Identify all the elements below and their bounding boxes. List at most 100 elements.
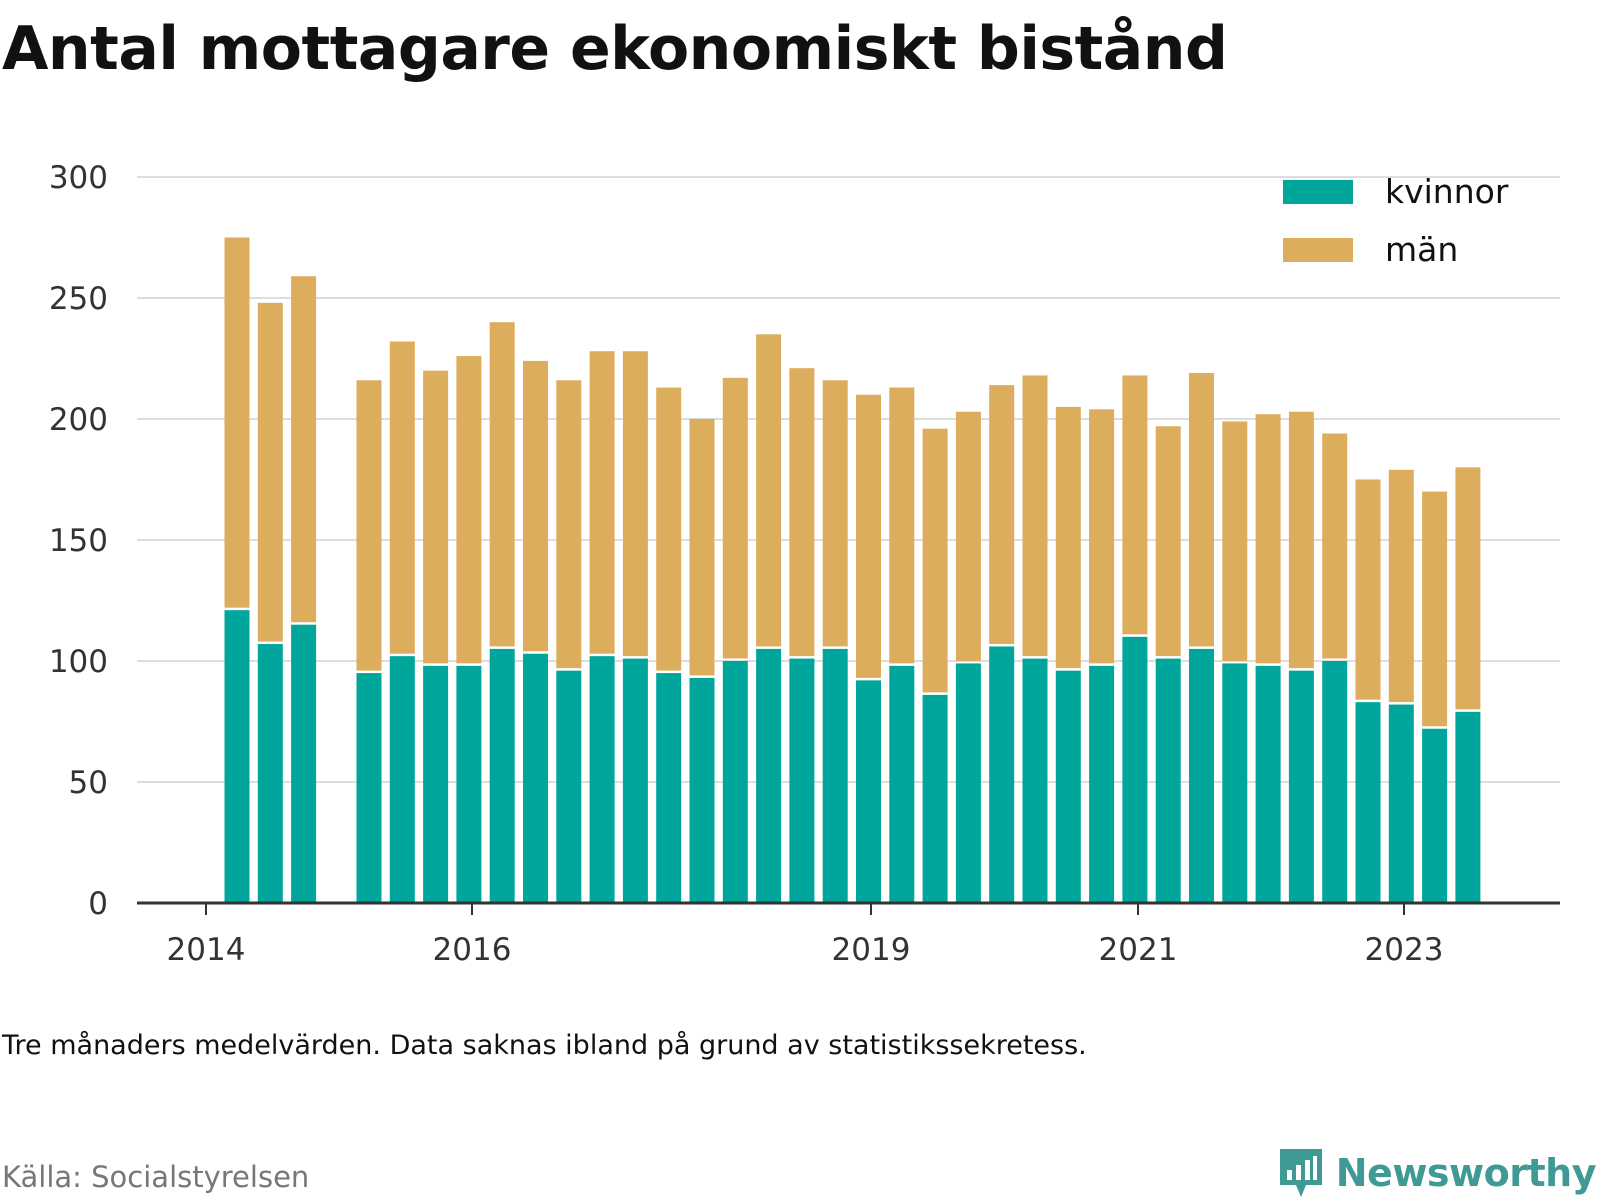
x-tick-label: 2021	[1099, 932, 1178, 968]
bar-kvinnor	[523, 653, 548, 903]
bar-man	[722, 377, 748, 659]
chart-caption: Tre månaders medelvärden. Data saknas ib…	[2, 1030, 1087, 1061]
stacked-bar-chart: 0 50 100 150 200 250 300 2014 2016 2019 2021 2023 k…	[49, 160, 1560, 968]
bar-kvinnor	[257, 644, 283, 903]
y-tick-label: 150	[49, 523, 108, 559]
bar-man	[291, 276, 317, 623]
bar-kvinnor	[722, 661, 748, 903]
bar-kvinnor	[1122, 636, 1148, 903]
bar-man	[1089, 409, 1115, 664]
bar-kvinnor	[1189, 648, 1214, 903]
y-tick-label: 300	[49, 160, 108, 196]
newsworthy-logo-icon	[1279, 1149, 1322, 1197]
bar-man	[689, 419, 715, 676]
legend-swatch	[1283, 238, 1353, 262]
bar-man	[356, 380, 382, 671]
brand-logo[interactable]: Newsworthy	[1276, 1143, 1597, 1203]
legend-label: män	[1385, 230, 1458, 269]
bar-kvinnor	[291, 624, 317, 903]
bar-man	[789, 368, 815, 657]
bar-man	[589, 351, 615, 654]
bar-kvinnor	[1422, 728, 1448, 903]
bar-kvinnor	[1022, 658, 1048, 903]
bar-kvinnor	[356, 673, 382, 903]
bar-man	[1055, 406, 1081, 669]
legend-swatch	[1283, 180, 1353, 204]
bar-man	[1355, 479, 1381, 700]
bar-man	[1322, 433, 1348, 659]
bar-kvinnor	[689, 677, 715, 903]
y-tick-label: 100	[49, 644, 108, 680]
bar-man	[1255, 414, 1281, 664]
bar-man	[523, 360, 548, 652]
bar-man	[1388, 469, 1414, 703]
bar-kvinnor	[1155, 658, 1181, 903]
source-note: Källa: Socialstyrelsen	[2, 1160, 310, 1194]
bar-kvinnor	[889, 665, 915, 903]
bar-kvinnor	[1322, 661, 1348, 903]
bar-man	[1222, 421, 1248, 661]
bar-kvinnor	[1255, 665, 1281, 903]
bar-kvinnor	[456, 665, 482, 903]
bar-man	[1288, 411, 1314, 669]
bar-kvinnor	[1055, 670, 1081, 903]
axes: 0 50 100 150 200 250 300 2014 2016 2019 2021 2023	[49, 160, 1560, 968]
bar-man	[556, 380, 582, 669]
bar-man	[989, 385, 1015, 644]
y-tick-label: 200	[49, 402, 108, 438]
bar-kvinnor	[1089, 665, 1115, 903]
bar-man	[423, 370, 449, 664]
bar-kvinnor	[789, 658, 815, 903]
chart-title: Antal mottagare ekonomiskt bistånd	[2, 14, 1228, 84]
bar-man	[224, 237, 250, 608]
bar-kvinnor	[389, 656, 415, 903]
bar-kvinnor	[822, 648, 848, 903]
bar-man	[1189, 373, 1214, 647]
bar-kvinnor	[1288, 670, 1314, 903]
bar-kvinnor	[622, 658, 648, 903]
bar-kvinnor	[1222, 663, 1248, 903]
bar-kvinnor	[922, 694, 948, 903]
bar-man	[1455, 467, 1481, 710]
bar-man	[756, 334, 782, 647]
bar-kvinnor	[1355, 702, 1381, 903]
x-tick-label: 2016	[433, 932, 512, 968]
bar-kvinnor	[224, 610, 250, 903]
y-tick-label: 0	[88, 886, 108, 922]
bar-kvinnor	[989, 646, 1015, 903]
bar-kvinnor	[756, 648, 782, 903]
bar-man	[889, 387, 915, 664]
bar-man	[1422, 491, 1448, 727]
bar-kvinnor	[489, 648, 515, 903]
bar-kvinnor	[955, 663, 981, 903]
bar-kvinnor	[1455, 711, 1481, 903]
bar-man	[257, 302, 283, 642]
bar-kvinnor	[856, 680, 881, 903]
bar-man	[389, 341, 415, 654]
brand-name: Newsworthy	[1335, 1151, 1597, 1195]
bar-man	[1122, 375, 1148, 635]
bar-kvinnor	[656, 673, 682, 903]
bar-kvinnor	[423, 665, 449, 903]
bar-man	[656, 387, 682, 671]
x-tick-label: 2023	[1365, 932, 1444, 968]
bar-man	[822, 380, 848, 647]
legend-label: kvinnor	[1385, 172, 1509, 211]
bar-man	[456, 356, 482, 664]
bar-man	[1155, 426, 1181, 657]
bar-kvinnor	[589, 656, 615, 903]
bars	[224, 237, 1481, 903]
x-tick-label: 2014	[167, 932, 246, 968]
bar-man	[922, 428, 948, 693]
bar-kvinnor	[1388, 704, 1414, 903]
bar-man	[1022, 375, 1048, 657]
x-tick-label: 2019	[832, 932, 911, 968]
bar-man	[856, 394, 881, 678]
bar-kvinnor	[556, 670, 582, 903]
y-tick-label: 250	[49, 281, 108, 317]
y-tick-label: 50	[69, 765, 108, 801]
bar-man	[489, 322, 515, 647]
legend: kvinnor män	[1283, 172, 1509, 269]
bar-man	[955, 411, 981, 661]
bar-man	[622, 351, 648, 657]
